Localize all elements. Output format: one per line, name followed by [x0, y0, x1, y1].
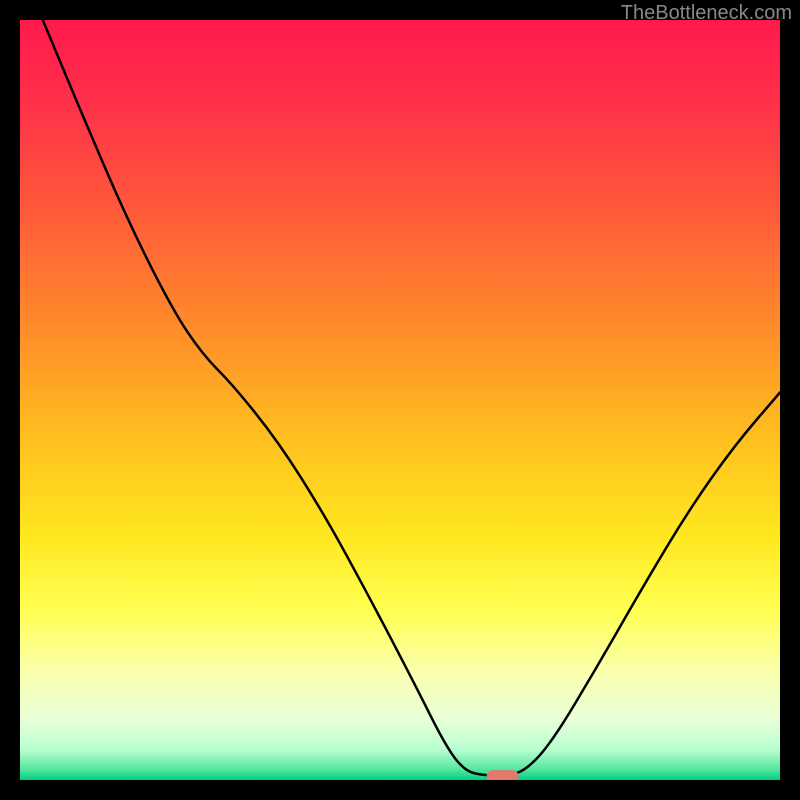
chart-background	[20, 20, 780, 780]
optimal-marker	[487, 770, 519, 780]
watermark-text: TheBottleneck.com	[621, 2, 792, 25]
bottleneck-chart	[20, 20, 780, 780]
chart-svg	[20, 20, 780, 780]
